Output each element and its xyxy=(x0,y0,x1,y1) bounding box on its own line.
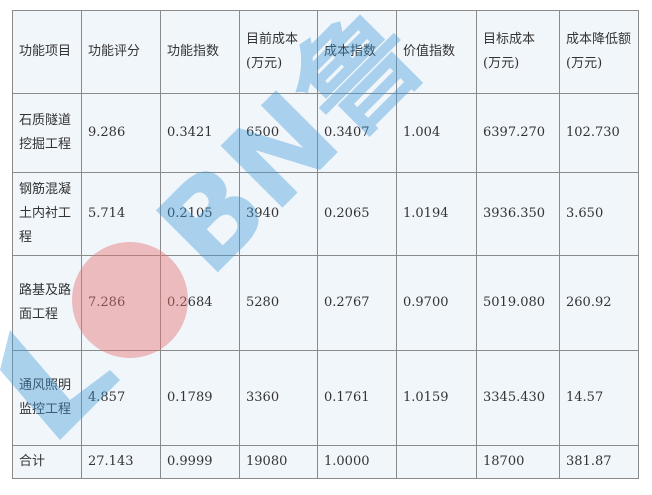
cell: 0.2065 xyxy=(317,172,397,256)
cell: 1.0000 xyxy=(317,445,397,479)
cell: 0.1761 xyxy=(317,350,397,446)
header-cell: 价值指数 xyxy=(396,10,477,94)
header-cell: 功能指数 xyxy=(160,10,240,94)
cell: 5280 xyxy=(239,255,318,351)
cell: 5.714 xyxy=(81,172,161,256)
cell: 0.9700 xyxy=(396,255,477,351)
cell: 5019.080 xyxy=(476,255,560,351)
cell: 19080 xyxy=(239,445,318,479)
cell: 1.004 xyxy=(396,93,477,173)
table-row: 钢筋混凝土内衬工程 5.714 0.2105 3940 0.2065 1.019… xyxy=(12,172,639,256)
cell: 14.57 xyxy=(559,350,639,446)
cell: 0.2105 xyxy=(160,172,240,256)
table-total-row: 合计 27.143 0.9999 19080 1.0000 18700 381.… xyxy=(12,445,639,479)
cell: 27.143 xyxy=(81,445,161,479)
cell: 0.1789 xyxy=(160,350,240,446)
cell: 通风照明监控工程 xyxy=(12,350,82,446)
table-header-row: 功能项目 功能评分 功能指数 目前成本(万元) 成本指数 价值指数 目标成本(万… xyxy=(12,10,639,94)
cell: 3.650 xyxy=(559,172,639,256)
table-row: 通风照明监控工程 4.857 0.1789 3360 0.1761 1.0159… xyxy=(12,350,639,446)
cell: 0.3407 xyxy=(317,93,397,173)
cell: 6500 xyxy=(239,93,318,173)
cell: 3360 xyxy=(239,350,318,446)
cell xyxy=(396,445,477,479)
cell: 0.9999 xyxy=(160,445,240,479)
header-cell: 目标成本(万元) xyxy=(476,10,560,94)
cell: 1.0194 xyxy=(396,172,477,256)
cell: 102.730 xyxy=(559,93,639,173)
cell: 6397.270 xyxy=(476,93,560,173)
cell: 4.857 xyxy=(81,350,161,446)
cell: 0.2684 xyxy=(160,255,240,351)
cell: 9.286 xyxy=(81,93,161,173)
cell: 0.3421 xyxy=(160,93,240,173)
cell: 7.286 xyxy=(81,255,161,351)
cell: 1.0159 xyxy=(396,350,477,446)
cost-analysis-table: 功能项目 功能评分 功能指数 目前成本(万元) 成本指数 价值指数 目标成本(万… xyxy=(12,10,639,479)
header-cell: 目前成本(万元) xyxy=(239,10,318,94)
cell: 3940 xyxy=(239,172,318,256)
header-cell: 成本指数 xyxy=(317,10,397,94)
header-cell: 功能评分 xyxy=(81,10,161,94)
cell: 260.92 xyxy=(559,255,639,351)
cell: 合计 xyxy=(12,445,82,479)
cell: 381.87 xyxy=(559,445,639,479)
cell: 18700 xyxy=(476,445,560,479)
table-row: 石质隧道挖掘工程 9.286 0.3421 6500 0.3407 1.004 … xyxy=(12,93,639,173)
cell: 石质隧道挖掘工程 xyxy=(12,93,82,173)
cell: 3345.430 xyxy=(476,350,560,446)
cell: 3936.350 xyxy=(476,172,560,256)
cell: 0.2767 xyxy=(317,255,397,351)
header-cell: 功能项目 xyxy=(12,10,82,94)
table-row: 路基及路面工程 7.286 0.2684 5280 0.2767 0.9700 … xyxy=(12,255,639,351)
cell: 路基及路面工程 xyxy=(12,255,82,351)
cell: 钢筋混凝土内衬工程 xyxy=(12,172,82,256)
header-cell: 成本降低额(万元) xyxy=(559,10,639,94)
